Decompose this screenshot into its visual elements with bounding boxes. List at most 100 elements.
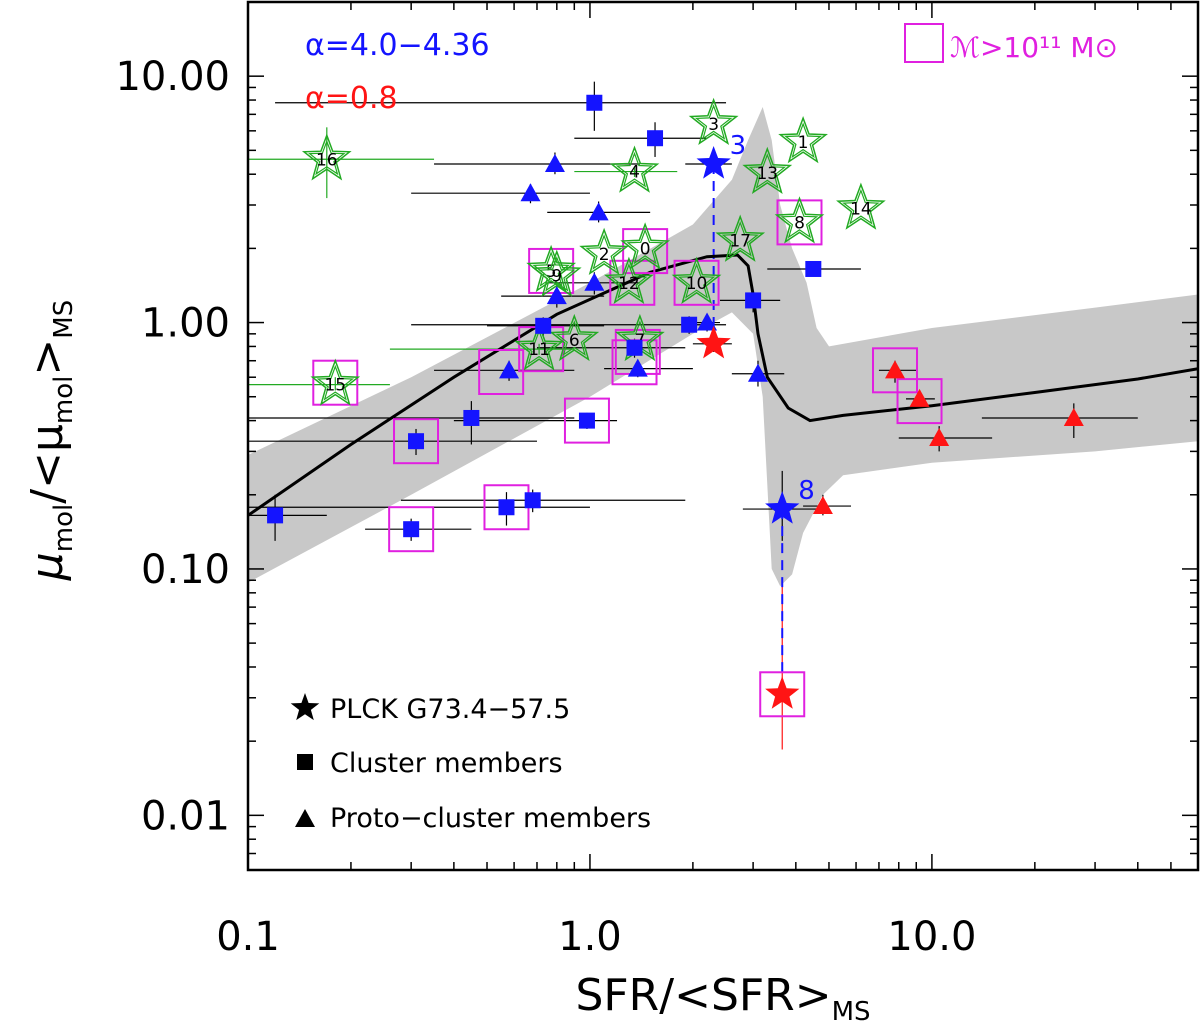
plck-star-red — [696, 325, 731, 359]
green-star-label: 9 — [551, 267, 562, 287]
y-tick-label: 0.10 — [141, 547, 230, 593]
cluster-member-square — [524, 492, 541, 509]
data-markers: 38 — [267, 94, 1084, 709]
cluster-member-square — [745, 292, 762, 309]
high-mass-box — [872, 347, 919, 394]
green-star-outer — [579, 227, 629, 276]
proto-cluster-triangle — [747, 363, 768, 382]
plck-star-red — [765, 676, 800, 709]
x-tick-label: 0.1 — [216, 914, 280, 960]
proto-cluster-triangle — [544, 154, 565, 173]
cluster-member-square — [647, 130, 664, 147]
green-star-inner — [842, 188, 880, 225]
green-star-inner — [780, 202, 819, 239]
legend-square-icon — [297, 754, 313, 770]
y-tick-label: 10.00 — [115, 54, 230, 100]
green-star-label: 13 — [756, 164, 778, 184]
green-star-inner — [694, 104, 733, 140]
plck-star-label: 3 — [730, 131, 747, 161]
legend-text-star: PLCK G73.4−57.5 — [330, 694, 570, 725]
red-triangle — [909, 388, 930, 407]
green-star-label: 4 — [629, 163, 640, 183]
legend-text-square: Cluster members — [330, 748, 563, 779]
green-star-outer — [526, 244, 577, 293]
x-tick-label: 1.0 — [558, 914, 622, 960]
cluster-member-square — [403, 521, 420, 538]
plot-frame — [246, 0, 1200, 872]
x-axis-title: SFR/<SFR>MS — [575, 970, 870, 1021]
green-star-label: 17 — [729, 232, 751, 252]
green-star-inner — [532, 251, 570, 287]
proto-cluster-triangle — [588, 202, 609, 221]
cluster-member-square — [463, 409, 480, 426]
red-triangle — [885, 360, 906, 379]
red-triangle — [929, 427, 950, 446]
green-star-outer — [715, 214, 766, 262]
alpha-blue-annotation: α=4.0−4.36 — [305, 28, 490, 63]
high-mass-box — [563, 397, 610, 444]
green-star-inner — [748, 153, 787, 189]
green-star-inner — [677, 263, 716, 299]
green-star-outer — [620, 222, 671, 270]
dashed-links — [712, 164, 784, 695]
model-uncertainty-band — [248, 107, 1198, 587]
green-star-inner — [308, 139, 346, 176]
green-star-label: 0 — [640, 239, 651, 259]
green-star-label: 11 — [528, 340, 550, 360]
green-star-label: 2 — [599, 245, 610, 265]
green-star-label: 6 — [569, 331, 580, 351]
red-triangle — [812, 496, 833, 515]
proto-cluster-triangle — [697, 312, 718, 331]
tick-labels: 0.1 1.0 10.0 10.00 1.00 0.10 0.01 — [115, 54, 976, 960]
green-star-outer — [836, 182, 886, 230]
cluster-member-square — [578, 412, 595, 429]
green-star-inner — [316, 364, 355, 401]
proto-cluster-triangle — [546, 286, 567, 305]
mass-legend-box — [904, 23, 944, 63]
green-star-label: 1 — [798, 133, 809, 153]
plck-star-blue — [765, 491, 800, 524]
x-tick-label: 10.0 — [887, 914, 976, 960]
symbol-legend: PLCK G73.4−57.5 Cluster members Proto−cl… — [290, 693, 651, 834]
green-star-inner — [555, 320, 594, 356]
green-star-outer — [310, 358, 361, 406]
green-star-inner — [721, 220, 759, 257]
cluster-member-square — [626, 339, 643, 356]
green-star-outer — [531, 249, 582, 297]
green-star-inner — [585, 234, 623, 270]
legend-triangle-icon — [295, 809, 315, 827]
green-star-outer — [671, 256, 722, 304]
green-star-label: 8 — [794, 213, 805, 233]
plck-star-label: 8 — [798, 476, 815, 506]
legend-text-triangle: Proto−cluster members — [330, 803, 651, 834]
high-mass-box — [388, 506, 435, 553]
cluster-member-square — [267, 507, 284, 524]
cluster-member-square — [805, 260, 822, 277]
cluster-member-square — [681, 316, 698, 333]
proto-cluster-triangle — [520, 183, 541, 202]
green-star-outer — [774, 196, 825, 244]
cluster-member-square — [498, 499, 515, 516]
green-star-inner — [615, 151, 654, 188]
green-star-inner — [520, 329, 558, 366]
proto-cluster-triangle — [627, 358, 648, 377]
green-star-label: 10 — [686, 274, 708, 294]
high-mass-box — [896, 378, 943, 425]
green-star-outer — [742, 146, 793, 195]
proto-cluster-triangle — [499, 360, 520, 379]
high-mass-box — [759, 671, 806, 718]
mass-legend-text: ℳ>10¹¹ M⊙ — [950, 31, 1118, 64]
plck-star-blue — [696, 146, 731, 179]
high-mass-box — [393, 418, 440, 465]
green-star-outer — [549, 313, 600, 362]
y-tick-label: 1.00 — [141, 301, 230, 347]
green-star-label: 12 — [618, 274, 640, 294]
cluster-member-square — [535, 317, 552, 334]
green-star-inner — [626, 228, 664, 265]
green-star-label: 16 — [316, 150, 338, 170]
green-star-inner — [538, 255, 576, 292]
green-star-outer — [778, 115, 828, 164]
axis-ticks — [247, 1, 1199, 871]
green-star-outer — [688, 97, 739, 146]
